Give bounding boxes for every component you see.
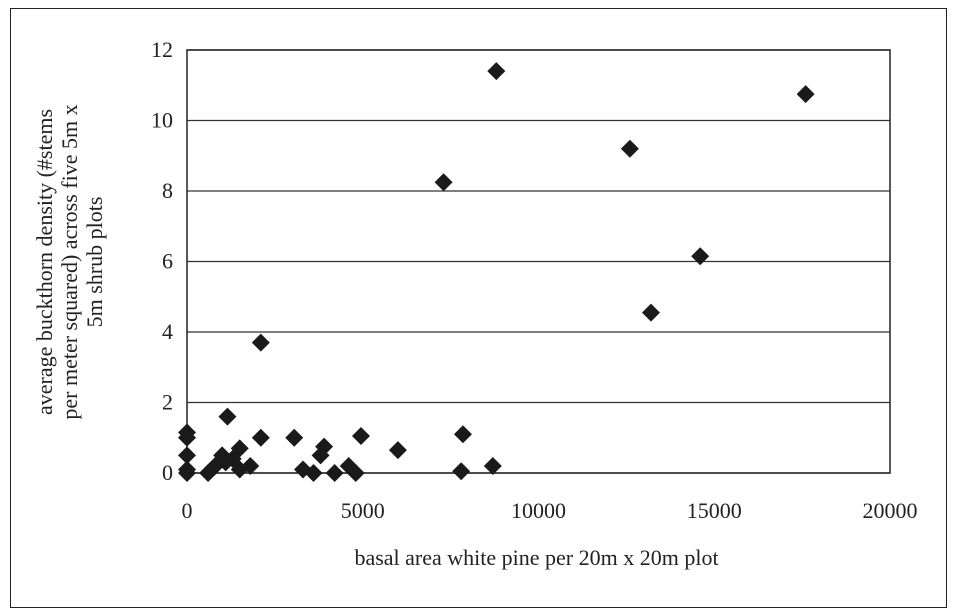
y-tick-label: 12 bbox=[151, 37, 173, 62]
x-tick-label: 10000 bbox=[511, 498, 566, 523]
plot-area bbox=[186, 49, 891, 474]
y-axis-label-line: per meter squared) across five 5m x bbox=[57, 104, 82, 419]
y-axis-label: average buckthorn density (#stems per met… bbox=[32, 104, 107, 419]
scatter-chart: 0 2 4 6 8 10 12 0 5000 10000 15000 20000 basal are… bbox=[32, 37, 918, 570]
data-point bbox=[351, 426, 370, 445]
data-point bbox=[434, 173, 453, 192]
data-point bbox=[304, 464, 323, 482]
y-tick-label: 2 bbox=[162, 390, 173, 415]
data-point bbox=[487, 62, 506, 81]
x-tick-label: 5000 bbox=[341, 498, 385, 523]
data-point bbox=[796, 85, 815, 104]
y-tick-label: 8 bbox=[162, 178, 173, 203]
data-point bbox=[285, 428, 304, 447]
gridlines bbox=[187, 49, 890, 474]
data-point bbox=[641, 303, 660, 322]
y-axis-ticks: 0 2 4 6 8 10 12 bbox=[151, 37, 173, 485]
data-point bbox=[453, 425, 472, 444]
data-point bbox=[178, 428, 196, 447]
data-point bbox=[178, 446, 196, 465]
data-points bbox=[178, 62, 815, 482]
data-point bbox=[388, 441, 407, 460]
data-point bbox=[315, 437, 334, 456]
x-tick-label: 15000 bbox=[687, 498, 742, 523]
data-point bbox=[251, 428, 270, 447]
y-axis-label-line: average buckthorn density (#stems bbox=[32, 109, 57, 415]
y-axis-label-line: 5m shrub plots bbox=[82, 197, 107, 328]
data-point bbox=[230, 439, 249, 458]
y-tick-label: 6 bbox=[162, 249, 173, 274]
data-point bbox=[691, 247, 710, 266]
y-tick-label: 10 bbox=[151, 108, 173, 133]
data-point bbox=[218, 407, 237, 426]
data-point bbox=[346, 464, 365, 482]
data-point bbox=[178, 464, 196, 482]
x-tick-label: 20000 bbox=[863, 498, 918, 523]
x-axis-ticks: 0 5000 10000 15000 20000 bbox=[182, 498, 918, 523]
data-point bbox=[241, 456, 260, 475]
x-axis-label: basal area white pine per 20m x 20m plot bbox=[354, 545, 718, 570]
data-point bbox=[620, 139, 639, 158]
data-point bbox=[452, 462, 471, 481]
data-point bbox=[483, 456, 502, 475]
data-point bbox=[251, 333, 270, 352]
data-point bbox=[325, 464, 344, 482]
chart-frame bbox=[10, 8, 947, 608]
y-tick-label: 0 bbox=[162, 460, 173, 485]
x-tick-label: 0 bbox=[182, 498, 193, 523]
y-tick-label: 4 bbox=[162, 319, 173, 344]
